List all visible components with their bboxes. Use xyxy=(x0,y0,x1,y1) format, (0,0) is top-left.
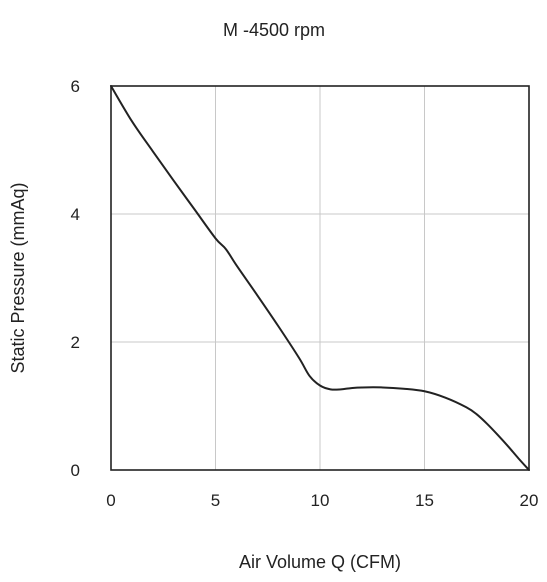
y-tick-label: 0 xyxy=(71,461,80,480)
chart-title: M -4500 rpm xyxy=(223,20,325,40)
x-tick-label: 5 xyxy=(211,491,220,510)
x-axis-label: Air Volume Q (CFM) xyxy=(239,552,401,572)
y-axis-label: Static Pressure (mmAq) xyxy=(8,182,28,373)
x-tick-label: 15 xyxy=(415,491,434,510)
y-tick-label: 6 xyxy=(71,77,80,96)
y-tick-label: 4 xyxy=(71,205,80,224)
y-tick-labels: 0 2 4 6 xyxy=(71,77,80,480)
x-tick-label: 10 xyxy=(311,491,330,510)
series-layer xyxy=(110,85,530,471)
plot-frame xyxy=(110,85,530,471)
gridlines xyxy=(111,86,529,470)
y-tick-label: 2 xyxy=(71,333,80,352)
x-tick-label: 20 xyxy=(520,491,539,510)
x-tick-labels: 0 5 10 15 20 xyxy=(106,491,538,510)
x-tick-label: 0 xyxy=(106,491,115,510)
pressure-curve xyxy=(110,85,530,471)
